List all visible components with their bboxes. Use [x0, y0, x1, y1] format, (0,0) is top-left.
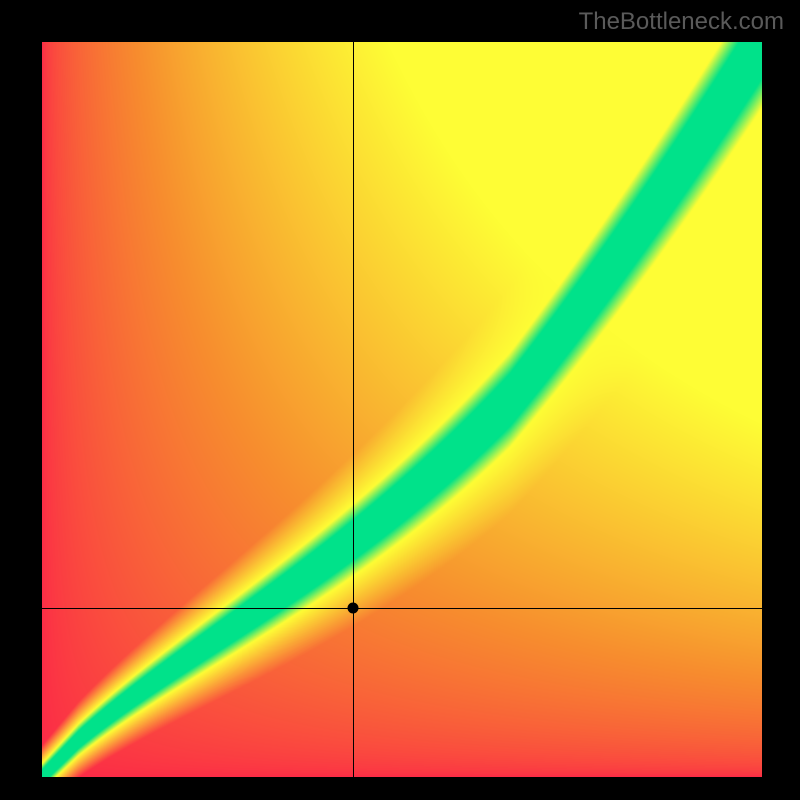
crosshair-vertical [353, 42, 354, 777]
heatmap-canvas [42, 42, 762, 777]
watermark-text: TheBottleneck.com [579, 8, 784, 36]
heatmap-plot [42, 42, 762, 777]
crosshair-horizontal [42, 608, 762, 609]
crosshair-marker [348, 602, 359, 613]
